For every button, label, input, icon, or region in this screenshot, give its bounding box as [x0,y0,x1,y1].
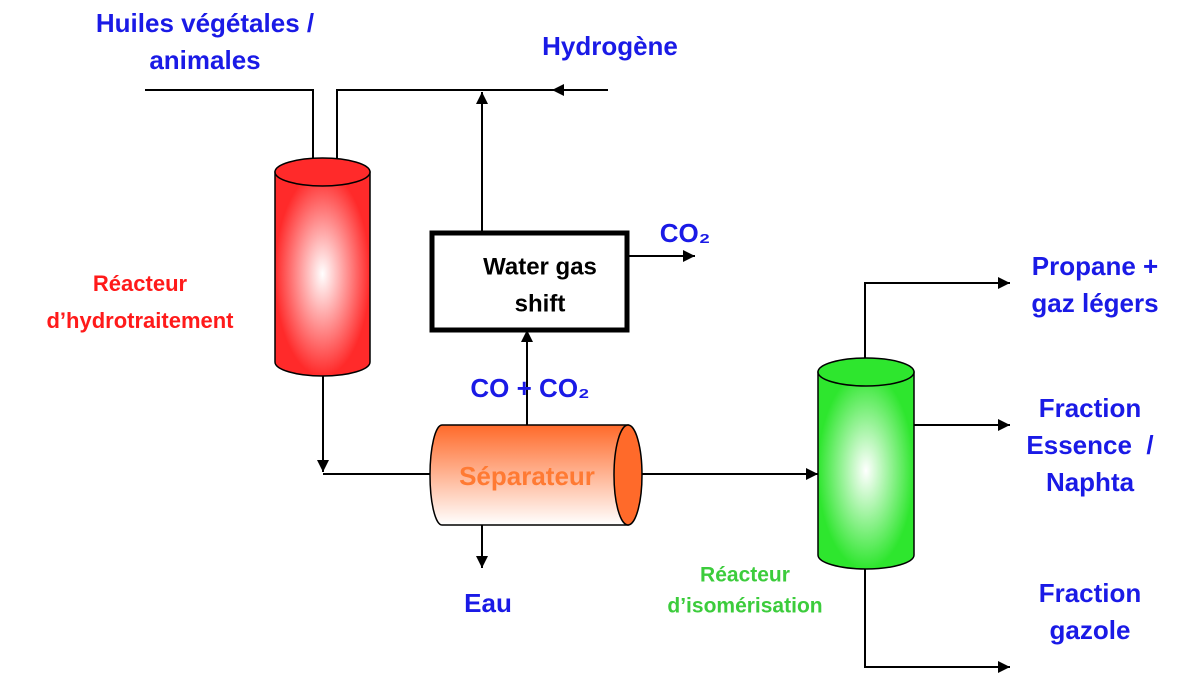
hydrogen-label: Hydrogène [542,31,678,61]
diesel-label: gazole [1050,615,1131,645]
separator-vessel [429,424,643,526]
diesel-label: Fraction [1039,578,1142,608]
iso-reactor-vessel [817,357,915,570]
iso-reactor-label: d’isomérisation [667,595,822,618]
propane-label: Propane + [1032,251,1158,281]
wgs-label: Water gas [483,253,597,280]
naphtha-label: Essence / [1026,430,1153,460]
co2-out-label: CO₂ [660,218,711,248]
hydro-reactor-label: d’hydrotraitement [46,308,234,333]
water-label: Eau [464,588,512,618]
propane-label: gaz légers [1031,288,1158,318]
hydro-reactor-label: Réacteur [93,271,188,296]
flow-lines [145,84,1010,673]
naphtha-label: Fraction [1039,393,1142,423]
iso-reactor-label: Réacteur [700,564,790,587]
feed-label: Huiles végétales / [96,8,314,38]
wgs-box [429,230,630,333]
co-co2-label: CO + CO₂ [470,373,589,403]
naphtha-label: Naphta [1046,467,1135,497]
wgs-label: shift [515,290,566,317]
hydro-reactor-vessel [274,157,371,377]
separator-label: Séparateur [459,461,595,491]
feed-label: animales [149,45,260,75]
